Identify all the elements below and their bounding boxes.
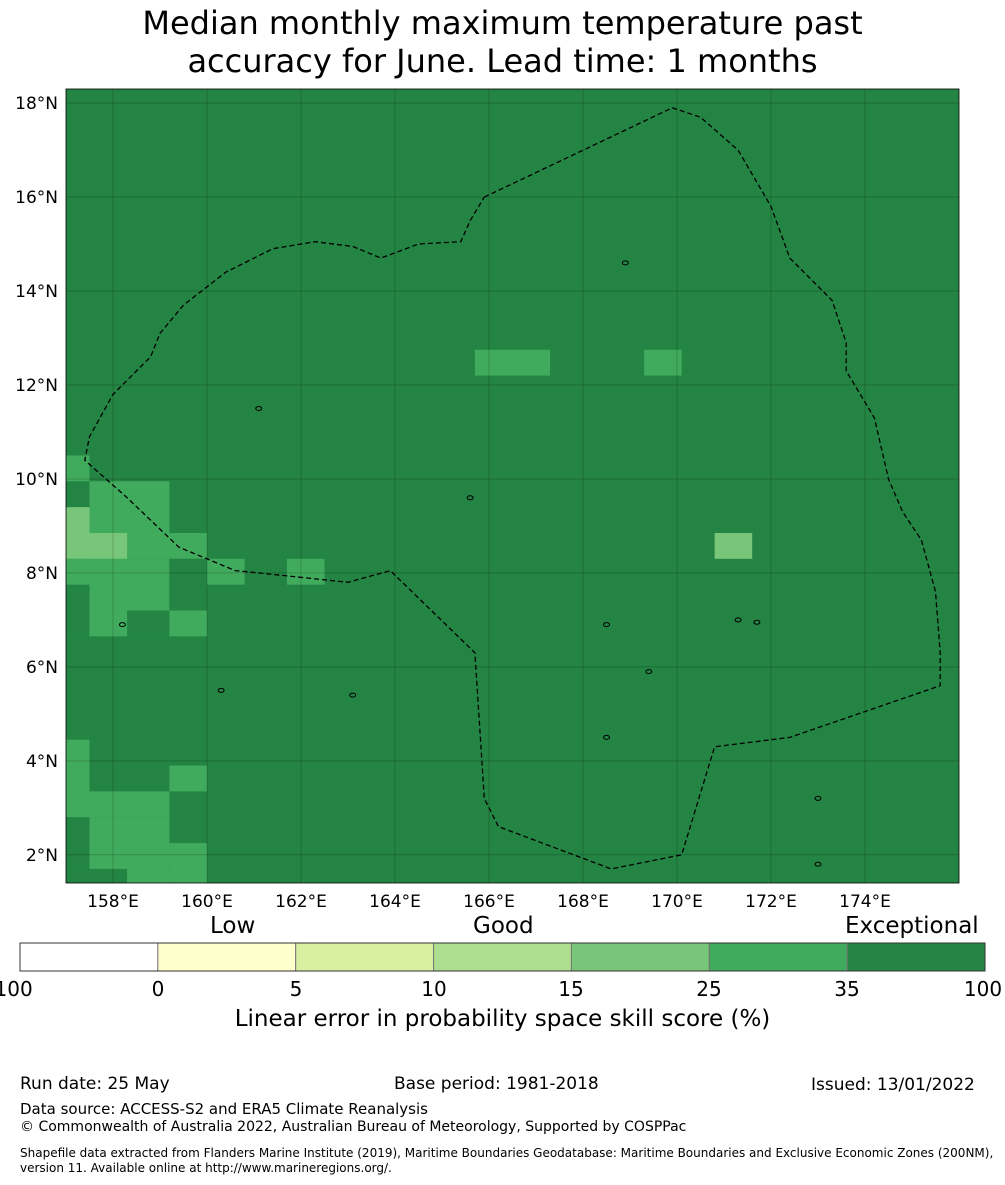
- skill-cell: [66, 817, 90, 869]
- island-outline: [603, 734, 610, 740]
- lat-tick-label: 12°N: [15, 376, 58, 396]
- colorbar-category-low: Low: [210, 913, 256, 939]
- skill-cell: [89, 817, 170, 869]
- data-source: Data source: ACCESS-S2 and ERA5 Climate …: [20, 1100, 428, 1118]
- island-outline: [466, 495, 474, 501]
- island-outline: [217, 687, 225, 693]
- skill-cell: [169, 532, 207, 559]
- base-period: Base period: 1981-2018: [394, 1074, 599, 1094]
- map-frame: [65, 88, 960, 884]
- colorbar-tick: 25: [696, 977, 722, 1001]
- colorbar-segment: [846, 942, 986, 972]
- lon-tick-label: 164°E: [369, 892, 421, 912]
- lat-tick-label: 16°N: [15, 188, 58, 208]
- skill-cell: [169, 558, 207, 611]
- issued-date: Issued: 13/01/2022: [811, 1075, 975, 1095]
- lon-tick-label: 158°E: [87, 892, 139, 912]
- lon-tick-label: 160°E: [181, 892, 233, 912]
- colorbar-segment: [295, 942, 435, 972]
- skill-cell: [66, 791, 170, 818]
- colorbar-segment: [708, 942, 848, 972]
- island-outline: [645, 669, 653, 675]
- colorbar-segment: [19, 942, 159, 972]
- colorbar-tick: 15: [558, 977, 584, 1001]
- colorbar-segment: [433, 942, 572, 972]
- title-line-2: accuracy for June. Lead time: 1 months: [187, 42, 818, 80]
- island-outline: [603, 622, 610, 628]
- skill-cell: [127, 610, 170, 637]
- colorbar-tick: 35: [834, 977, 860, 1001]
- skill-cell: [169, 610, 207, 637]
- skill-cell: [66, 739, 90, 792]
- skill-cell: [207, 558, 245, 585]
- island-outline: [814, 795, 822, 801]
- skill-cell: [66, 584, 90, 637]
- island-outline: [621, 260, 629, 266]
- map-background: [66, 89, 959, 883]
- skill-cell: [714, 532, 753, 559]
- skill-cell: [286, 558, 325, 585]
- lon-tick-label: 174°E: [839, 892, 891, 912]
- colorbar-tick: 5: [289, 977, 303, 1001]
- copyright: © Commonwealth of Australia 2022, Austra…: [20, 1119, 687, 1135]
- colorbar-segment: [157, 942, 297, 972]
- lon-tick-label: 162°E: [275, 892, 327, 912]
- lat-tick-label: 4°N: [26, 752, 58, 772]
- island-outline: [734, 617, 742, 623]
- island-outline: [255, 405, 263, 411]
- skill-cell: [169, 765, 207, 792]
- lon-tick-label: 170°E: [651, 892, 703, 912]
- skill-cell: [66, 455, 90, 482]
- colorbar-tick: 100: [963, 977, 1003, 1001]
- colorbar-tick: 0: [151, 977, 165, 1001]
- chart-title: Median monthly maximum temperature past …: [0, 4, 1005, 80]
- shapefile-credit-line-1: Shapefile data extracted from Flanders M…: [20, 1146, 994, 1160]
- lon-tick-label: 172°E: [745, 892, 797, 912]
- lat-tick-label: 6°N: [26, 658, 58, 678]
- skill-cell: [474, 349, 551, 376]
- colorbar-segment: [570, 942, 710, 972]
- run-date: Run date: 25 May: [20, 1074, 170, 1094]
- skill-cell: [66, 507, 90, 559]
- lat-tick-label: 10°N: [15, 470, 58, 490]
- lon-tick-label: 166°E: [463, 892, 515, 912]
- colorbar-axis-label: Linear error in probability space skill …: [234, 1006, 771, 1032]
- lat-tick-label: 14°N: [15, 282, 58, 302]
- colorbar-frame: [19, 942, 986, 972]
- colorbar-tick: -100: [0, 977, 33, 1001]
- colorbar-category-exceptional: Exceptional: [845, 913, 979, 939]
- island-outline: [118, 622, 126, 628]
- skill-cell: [127, 868, 170, 883]
- shapefile-credit-line-2: version 11. Available online at http://w…: [20, 1161, 392, 1175]
- island-outline: [349, 692, 357, 698]
- colorbar-tick: 10: [421, 977, 447, 1001]
- lon-tick-label: 168°E: [557, 892, 609, 912]
- title-line-1: Median monthly maximum temperature past: [142, 4, 863, 42]
- eez-boundary: [84, 107, 941, 870]
- skill-cell: [89, 532, 128, 559]
- lat-tick-label: 8°N: [26, 564, 58, 584]
- island-outline: [814, 861, 822, 867]
- skill-cell: [644, 349, 682, 376]
- skill-cell: [169, 843, 207, 883]
- colorbar-category-good: Good: [473, 913, 534, 939]
- lat-tick-label: 2°N: [26, 846, 58, 866]
- island-outline: [753, 619, 761, 625]
- lat-tick-label: 18°N: [15, 94, 58, 114]
